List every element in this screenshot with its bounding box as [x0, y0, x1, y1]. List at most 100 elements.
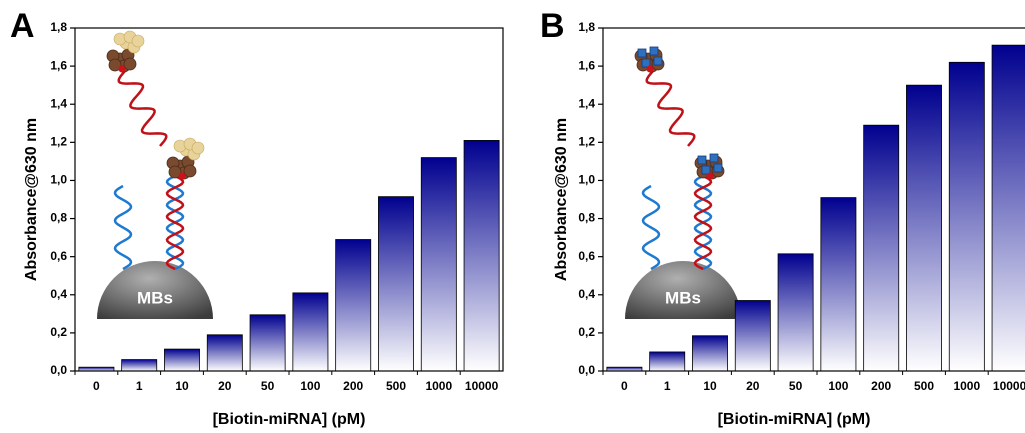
- x-tick-label: 10000: [993, 379, 1025, 393]
- x-tick-label: 1000: [425, 379, 452, 393]
- probe-strand: [641, 184, 661, 271]
- y-tick-label: 1,0: [578, 173, 595, 187]
- enzyme-cube: [713, 163, 723, 173]
- x-tick-label: 0: [621, 379, 628, 393]
- enzyme-cube: [637, 48, 647, 58]
- bar: [121, 359, 158, 372]
- y-tick-label: 1,4: [50, 96, 67, 110]
- enzyme-cube: [653, 56, 663, 66]
- x-tick-label: 200: [343, 379, 363, 393]
- panel-label: A: [10, 7, 35, 45]
- bar: [206, 334, 243, 372]
- enzyme-cube: [709, 153, 719, 163]
- y-tick-label: 0,8: [578, 211, 595, 225]
- magnetic-bead: [625, 261, 741, 319]
- y-tick-label: 0,6: [578, 249, 595, 263]
- y-tick-label: 1,8: [50, 20, 67, 34]
- y-axis-label: Absorbance@630 nm: [553, 118, 570, 281]
- target-strand: [645, 70, 696, 147]
- x-tick-label: 500: [386, 379, 406, 393]
- bar: [164, 348, 200, 372]
- particle-blob: [123, 57, 137, 71]
- particle-blob: [168, 165, 182, 179]
- y-tick-label: 0,2: [50, 325, 67, 339]
- enzyme-cube: [697, 155, 707, 165]
- x-tick-label: 1: [136, 379, 143, 393]
- y-tick-label: 0,0: [50, 363, 67, 377]
- y-tick-label: 1,6: [50, 58, 67, 72]
- x-tick-label: 50: [261, 379, 275, 393]
- bar: [692, 335, 728, 372]
- bar: [991, 44, 1025, 372]
- bar: [463, 140, 500, 372]
- bar: [906, 84, 942, 372]
- y-tick-label: 1,2: [50, 135, 67, 149]
- bar: [734, 300, 771, 372]
- nanoparticle: [106, 30, 145, 73]
- enzyme-blob: [191, 141, 205, 155]
- enzyme-cube: [649, 46, 659, 56]
- bar: [863, 124, 900, 372]
- illustration: MBs: [625, 70, 741, 319]
- target-strand: [165, 174, 185, 271]
- bar: [249, 314, 286, 372]
- x-tick-label: 10000: [465, 379, 499, 393]
- x-tick-label: 1000: [953, 379, 980, 393]
- y-tick-label: 0,6: [50, 249, 67, 263]
- y-tick-label: 1,0: [50, 173, 67, 187]
- magnetic-bead: [97, 261, 213, 319]
- bar: [820, 197, 857, 372]
- x-tick-label: 10: [175, 379, 189, 393]
- bead-label: MBs: [137, 288, 173, 307]
- x-tick-label: 20: [218, 379, 232, 393]
- biotin-dot: [706, 172, 714, 180]
- y-tick-label: 1,6: [578, 58, 595, 72]
- y-axis-label: Absorbance@630 nm: [23, 118, 40, 281]
- particle-blob: [183, 164, 197, 178]
- bead-label: MBs: [665, 288, 701, 307]
- enzyme-cube: [641, 58, 651, 68]
- x-tick-label: 50: [789, 379, 803, 393]
- y-tick-label: 0,0: [578, 363, 595, 377]
- y-tick-label: 1,8: [578, 20, 595, 34]
- illustration: MBs: [97, 70, 213, 319]
- particle-blob: [108, 58, 122, 72]
- plot-frame: [602, 27, 1025, 372]
- x-axis-label: [Biotin-miRNA] (pM): [213, 411, 366, 428]
- nanoparticle: [166, 137, 205, 180]
- nanoparticle: [694, 153, 725, 180]
- enzyme-blob: [131, 34, 145, 48]
- y-tick-label: 0,8: [50, 211, 67, 225]
- nanoparticle: [634, 46, 665, 73]
- y-tick-label: 0,2: [578, 325, 595, 339]
- y-tick-label: 0,4: [50, 287, 67, 301]
- x-tick-label: 0: [93, 379, 100, 393]
- bar: [420, 157, 457, 372]
- plot-frame: [74, 27, 504, 372]
- y-tick-label: 1,2: [578, 135, 595, 149]
- bar: [378, 196, 414, 372]
- x-tick-label: 200: [871, 379, 891, 393]
- y-tick-label: 1,4: [578, 96, 595, 110]
- probe-strand: [113, 184, 133, 271]
- bar: [335, 239, 372, 372]
- x-tick-label: 10: [703, 379, 717, 393]
- biotin-dot: [118, 65, 126, 73]
- bar: [649, 351, 686, 372]
- y-tick-label: 0,4: [578, 287, 595, 301]
- bar: [777, 253, 814, 372]
- x-tick-label: 1: [664, 379, 671, 393]
- bar: [292, 292, 329, 372]
- x-axis-label: [Biotin-miRNA] (pM): [718, 411, 871, 428]
- target-strand: [693, 174, 713, 271]
- panel-label: B: [540, 7, 565, 45]
- target-strand: [117, 70, 168, 147]
- bar: [948, 61, 985, 372]
- x-tick-label: 100: [828, 379, 848, 393]
- biotin-dot: [178, 172, 186, 180]
- x-tick-label: 500: [914, 379, 934, 393]
- enzyme-cube: [701, 165, 711, 175]
- biotin-dot: [646, 65, 654, 73]
